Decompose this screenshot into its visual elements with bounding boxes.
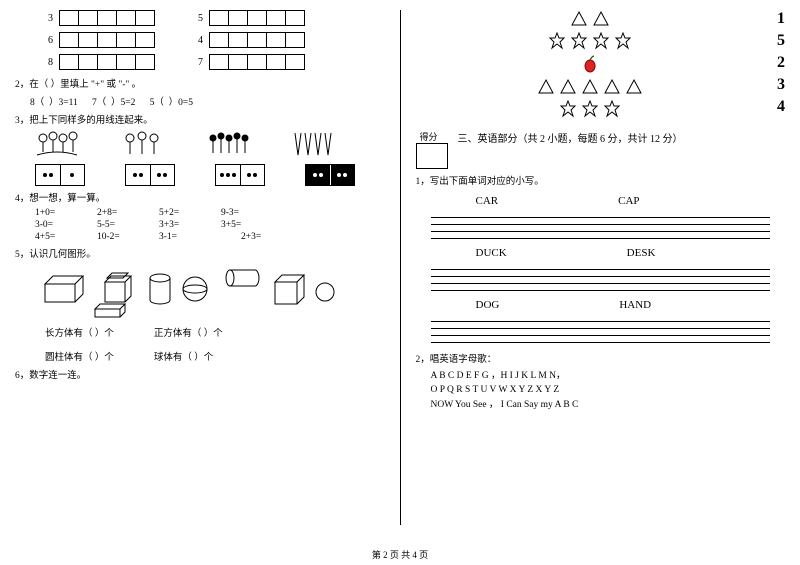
star-icon bbox=[548, 32, 566, 50]
side-num: 3 bbox=[777, 76, 785, 94]
box-label: 4 bbox=[185, 35, 203, 46]
question-3: 3，把上下同样多的用线连起来。 bbox=[15, 112, 385, 126]
cylinder-count: 圆柱体有（ ）个 bbox=[45, 349, 114, 363]
star-icon bbox=[614, 32, 632, 50]
equation-row: 4+5= 10-2= 3-1= 2+3= bbox=[35, 232, 385, 242]
triangle-icon bbox=[537, 78, 555, 96]
equation-row: 3-0= 5-5= 3+3= 3+5= bbox=[35, 220, 385, 230]
writing-lines bbox=[431, 211, 771, 239]
english-q2: 2，唱英语字母歌： bbox=[416, 351, 786, 365]
word-pair: CAR CAP bbox=[476, 195, 786, 207]
alphabet-song: A B C D E F G ，H I J K L M N， O P Q R S … bbox=[431, 369, 786, 412]
song-line: NOW You See ， I Can Say my A B C bbox=[431, 398, 786, 412]
shapes-icon bbox=[35, 264, 355, 319]
side-num: 4 bbox=[777, 98, 785, 116]
box-row: 5 bbox=[185, 10, 305, 26]
cuboid-count: 长方体有（ ）个 bbox=[45, 325, 114, 339]
triangle-icon bbox=[559, 78, 577, 96]
flowers-icon bbox=[35, 130, 80, 160]
english-word: DESK bbox=[627, 247, 656, 259]
shape-count-row: 圆柱体有（ ）个 球体有（ ）个 bbox=[45, 349, 385, 363]
star-icon bbox=[559, 100, 577, 118]
triangle-icon bbox=[581, 78, 599, 96]
question-6: 6，数字连一连。 bbox=[15, 367, 385, 381]
right-column: 1 5 2 3 4 得分 三、英语部分（共 2 小题，每题 6 分，共计 12 … bbox=[401, 0, 800, 545]
box-label: 5 bbox=[185, 13, 203, 24]
domino-icon bbox=[125, 164, 175, 186]
writing-lines bbox=[431, 263, 771, 291]
score-box bbox=[416, 143, 448, 169]
side-num: 1 bbox=[777, 10, 785, 28]
box-row: 4 bbox=[185, 32, 305, 48]
star-pattern bbox=[416, 10, 766, 118]
domino-icon bbox=[305, 164, 355, 186]
song-line: O P Q R S T U V W X Y Z X Y Z bbox=[431, 383, 786, 397]
question-5: 5，认识几何图形。 bbox=[15, 246, 385, 260]
english-q1: 1，写出下面单词对应的小写。 bbox=[416, 173, 786, 187]
song-line: A B C D E F G ，H I J K L M N， bbox=[431, 369, 786, 383]
side-number-list: 1 5 2 3 4 bbox=[765, 10, 785, 118]
word-pair: DUCK DESK bbox=[476, 247, 786, 259]
domino-icon bbox=[35, 164, 85, 186]
equation-row: 1+0= 2+8= 5+2= 9-3= bbox=[35, 208, 385, 218]
star-icon bbox=[603, 100, 621, 118]
english-word: DUCK bbox=[476, 247, 507, 259]
box-row: 8 bbox=[35, 54, 155, 70]
star-icon bbox=[570, 32, 588, 50]
carrots-icon bbox=[290, 130, 335, 160]
number-box-grid: 3 5 6 4 8 bbox=[35, 10, 385, 70]
section-3-header: 得分 三、英语部分（共 2 小题，每题 6 分，共计 12 分） bbox=[416, 130, 786, 169]
flowers-icon bbox=[205, 130, 250, 160]
apple-icon bbox=[580, 54, 600, 74]
box-label: 3 bbox=[35, 13, 53, 24]
triangle-icon bbox=[625, 78, 643, 96]
triangle-icon bbox=[603, 78, 621, 96]
english-word: CAP bbox=[618, 195, 639, 207]
box-row: 7 bbox=[185, 54, 305, 70]
star-icon bbox=[581, 100, 599, 118]
side-num: 2 bbox=[777, 54, 785, 72]
section-3-title: 三、英语部分（共 2 小题，每题 6 分，共计 12 分） bbox=[458, 130, 683, 145]
box-label: 8 bbox=[35, 57, 53, 68]
word-pair: DOG HAND bbox=[476, 299, 786, 311]
side-num: 5 bbox=[777, 32, 785, 50]
page-footer: 第 2 页 共 4 页 bbox=[0, 548, 800, 561]
match-images-top bbox=[35, 130, 385, 160]
box-label: 6 bbox=[35, 35, 53, 46]
english-word: DOG bbox=[476, 299, 500, 311]
left-column: 3 5 6 4 8 bbox=[0, 0, 400, 545]
box-row: 6 bbox=[35, 32, 155, 48]
question-4: 4，想一想，算一算。 bbox=[15, 190, 385, 204]
writing-lines bbox=[431, 315, 771, 343]
score-label: 得分 bbox=[420, 130, 448, 143]
sphere-count: 球体有（ ）个 bbox=[154, 349, 213, 363]
english-word: CAR bbox=[476, 195, 499, 207]
geometric-shapes bbox=[35, 264, 385, 319]
flowers-icon bbox=[120, 130, 165, 160]
box-row: 3 bbox=[35, 10, 155, 26]
shape-count-row: 长方体有（ ）个 正方体有（ ）个 bbox=[45, 325, 385, 339]
triangle-icon bbox=[570, 10, 588, 28]
english-word: HAND bbox=[619, 299, 651, 311]
question-2: 2，在（ ）里填上 "+" 或 "-" 。 bbox=[15, 76, 385, 90]
box-label: 7 bbox=[185, 57, 203, 68]
triangle-icon bbox=[592, 10, 610, 28]
question-2-equations: 8（ ）3=11 7（ ）5=2 5（ ）0=5 bbox=[30, 94, 385, 108]
star-icon bbox=[592, 32, 610, 50]
cube-count: 正方体有（ ）个 bbox=[154, 325, 223, 339]
domino-icon bbox=[215, 164, 265, 186]
domino-row bbox=[35, 164, 385, 186]
